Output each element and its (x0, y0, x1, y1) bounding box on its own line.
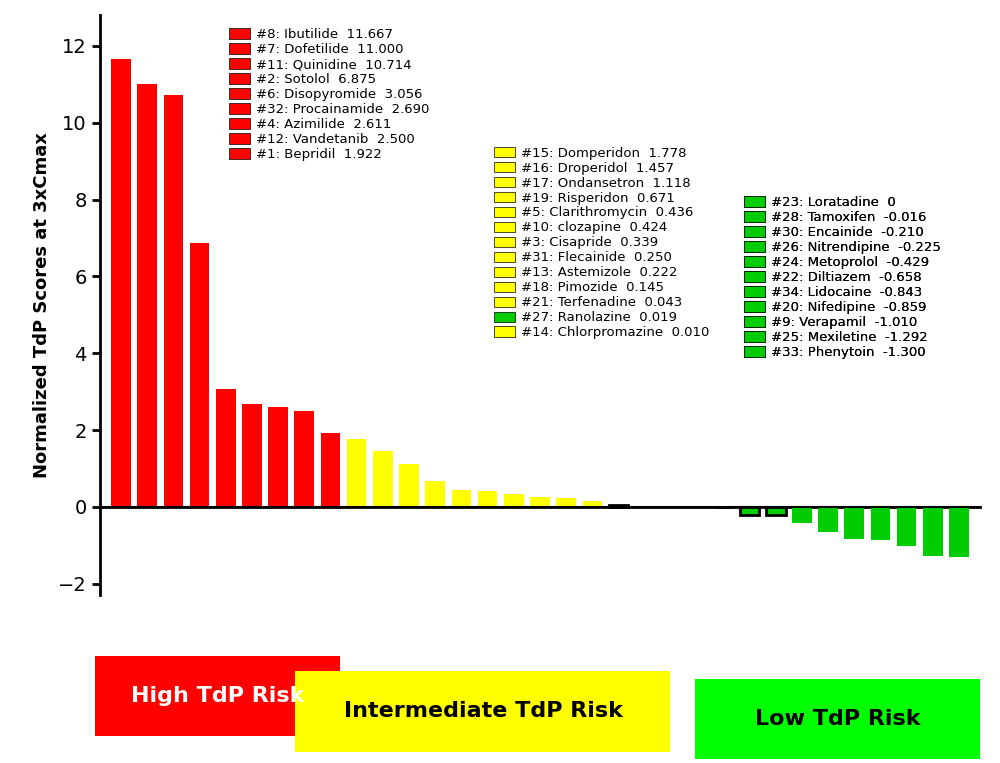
Bar (792, 507, 812, 523)
Bar (897, 507, 916, 546)
Bar (609, 505, 628, 507)
Text: Low TdP Risk: Low TdP Risk (755, 709, 921, 729)
Bar (294, 410, 314, 507)
Bar (242, 404, 262, 507)
Bar (740, 507, 759, 515)
Bar (216, 389, 236, 507)
Bar (111, 59, 131, 507)
Bar (583, 501, 602, 507)
Bar (137, 85, 157, 507)
Bar (740, 507, 759, 515)
Bar (190, 243, 209, 507)
Bar (399, 464, 419, 507)
Bar (425, 481, 445, 507)
Bar (452, 490, 471, 507)
Bar (818, 507, 838, 532)
Bar (347, 439, 366, 507)
Bar (871, 507, 890, 539)
Bar (556, 498, 576, 507)
Bar (923, 507, 943, 556)
Bar (268, 407, 288, 507)
Y-axis label: Normalized TdP Scores at 3xCmax: Normalized TdP Scores at 3xCmax (33, 132, 51, 478)
Bar (478, 491, 497, 507)
Legend: #23: Loratadine  0, #28: Tamoxifen  -0.016, #30: Encainide  -0.210, #26: Nitrend: #23: Loratadine 0, #28: Tamoxifen -0.016… (742, 194, 943, 362)
Bar (844, 507, 864, 539)
Bar (530, 497, 550, 507)
Text: High TdP Risk: High TdP Risk (131, 686, 305, 706)
Bar (766, 507, 786, 516)
Text: Intermediate TdP Risk: Intermediate TdP Risk (344, 701, 622, 721)
Bar (373, 451, 393, 507)
Bar (504, 494, 524, 507)
Bar (949, 507, 969, 557)
Bar (164, 95, 183, 507)
Bar (609, 505, 628, 507)
Bar (321, 433, 340, 507)
Bar (766, 507, 786, 516)
